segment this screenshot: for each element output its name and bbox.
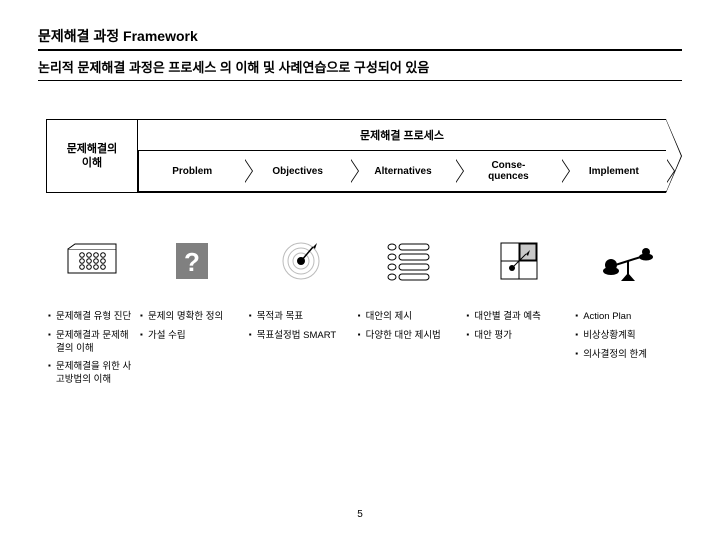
- step-implement: Implement: [561, 150, 667, 192]
- step-label: Problem: [172, 166, 212, 177]
- matrix-icon: [464, 240, 573, 282]
- bullets-objectives: 목적과 목표 목표설정법 SMART: [247, 311, 356, 349]
- scale-icon: [573, 241, 682, 281]
- bullets-row: 문제해결 유형 진단 문제해결과 문제해결의 이해 문제해결을 위한 사고방법의…: [46, 311, 682, 393]
- step-label: Implement: [589, 166, 639, 177]
- bullet-item: 다양한 대안 제시법: [358, 330, 459, 343]
- list-icon: [356, 241, 465, 281]
- bullet-item: 문제해결과 문제해결의 이해: [48, 330, 132, 356]
- bullets-problem: 문제의 명확한 정의 가설 수립: [138, 311, 247, 349]
- bullet-item: 의사결정의 한계: [575, 349, 676, 362]
- step-label: Objectives: [272, 166, 323, 177]
- bullets-implement: Action Plan 비상상황계획 의사결정의 한계: [573, 311, 682, 367]
- bullet-item: 대안의 제시: [358, 311, 459, 324]
- svg-text:?: ?: [184, 247, 200, 277]
- bullet-item: 목적과 목표: [249, 311, 350, 324]
- bullet-item: 대안별 결과 예측: [466, 311, 567, 324]
- bullet-item: 비상상황계획: [575, 330, 676, 343]
- step-label: Alternatives: [374, 166, 431, 177]
- step-consequences: Conse- quences: [455, 150, 561, 192]
- process-diagram: 문제해결의 이해 문제해결 프로세스 Problem Objectives Al…: [46, 119, 682, 193]
- question-icon: ?: [138, 241, 247, 281]
- page-number: 5: [0, 509, 720, 520]
- page-subtitle: 논리적 문제해결 과정은 프로세스 의 이해 및 사례연습으로 구성되어 있음: [38, 57, 682, 81]
- bullets-consequences: 대안별 결과 예측 대안 평가: [464, 311, 573, 349]
- bullet-item: 대안 평가: [466, 330, 567, 343]
- bullet-item: 가설 수립: [140, 330, 241, 343]
- bullet-item: 문제해결 유형 진단: [48, 311, 132, 324]
- bullets-alternatives: 대안의 제시 다양한 대안 제시법: [356, 311, 465, 349]
- bullet-item: 문제해결을 위한 사고방법의 이해: [48, 361, 132, 387]
- cube-icon: [46, 243, 138, 279]
- page-title: 문제해결 과정 Framework: [38, 26, 682, 51]
- target-icon: [247, 239, 356, 283]
- icon-row: ?: [46, 233, 682, 289]
- left-box: 문제해결의 이해: [46, 119, 138, 193]
- step-objectives: Objectives: [244, 150, 350, 192]
- process-title: 문제해결 프로세스: [138, 120, 666, 150]
- bullet-item: 문제의 명확한 정의: [140, 311, 241, 324]
- bullet-item: 목표설정법 SMART: [249, 330, 350, 343]
- bullet-item: Action Plan: [575, 311, 676, 324]
- bullets-left: 문제해결 유형 진단 문제해결과 문제해결의 이해 문제해결을 위한 사고방법의…: [46, 311, 138, 393]
- process-chevrons: 문제해결 프로세스 Problem Objectives Alternative…: [138, 119, 666, 193]
- step-label: Conse- quences: [488, 160, 529, 182]
- step-alternatives: Alternatives: [350, 150, 456, 192]
- step-problem: Problem: [138, 150, 245, 192]
